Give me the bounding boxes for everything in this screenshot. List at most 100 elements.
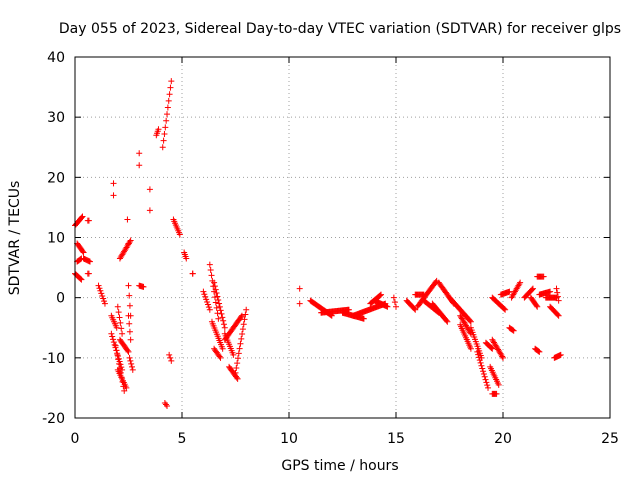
data-point — [95, 282, 102, 289]
data-point — [118, 364, 125, 371]
data-point — [467, 317, 474, 324]
data-point — [475, 351, 482, 358]
data-point — [125, 348, 132, 355]
data-point — [164, 104, 171, 111]
data-point — [242, 311, 249, 318]
data-point — [215, 315, 222, 322]
data-point — [206, 261, 213, 268]
data-point — [213, 290, 220, 297]
data-point — [482, 376, 489, 383]
data-point — [529, 285, 536, 292]
data-point — [123, 384, 130, 391]
data-point — [108, 330, 115, 337]
data-point — [117, 319, 124, 326]
x-axis-label: GPS time / hours — [281, 458, 398, 474]
data-point — [110, 336, 117, 343]
data-point — [124, 216, 131, 223]
data-point — [211, 279, 218, 286]
data-point — [390, 294, 397, 301]
data-point — [555, 297, 562, 304]
data-point — [218, 310, 225, 317]
data-point — [529, 286, 536, 293]
data-point — [211, 283, 218, 290]
data-point — [216, 300, 223, 307]
data-point — [204, 298, 211, 305]
data-point — [203, 296, 210, 303]
data-point — [444, 318, 451, 325]
data-point — [495, 381, 502, 388]
data-point — [207, 266, 214, 273]
data-point — [217, 354, 224, 361]
data-point — [146, 186, 153, 193]
data-point — [221, 324, 228, 331]
data-point — [502, 306, 509, 313]
data-point — [146, 207, 153, 214]
data-point — [234, 360, 241, 367]
data-point — [129, 366, 136, 373]
data-point — [480, 368, 487, 375]
data-point — [480, 371, 487, 378]
data-point — [234, 355, 241, 362]
data-point — [483, 379, 490, 386]
chart-title: Day 055 of 2023, Sidereal Day-to-day VTE… — [59, 21, 621, 37]
data-point — [238, 335, 245, 342]
data-point — [467, 318, 474, 325]
data-point — [164, 111, 171, 118]
data-point — [535, 348, 542, 355]
data-point — [214, 310, 221, 317]
data-point — [484, 382, 491, 389]
data-points — [72, 78, 564, 409]
data-point — [443, 317, 450, 324]
data-point — [230, 351, 237, 358]
data-point — [476, 357, 483, 364]
data-point — [110, 180, 117, 187]
data-point — [127, 357, 134, 364]
data-point — [219, 345, 226, 352]
y-tick-label: 40 — [47, 50, 65, 66]
data-point — [239, 330, 246, 337]
data-point — [166, 91, 173, 98]
data-point — [475, 354, 482, 361]
data-point — [136, 150, 143, 157]
data-point — [296, 300, 303, 307]
data-point — [98, 290, 105, 297]
data-point — [533, 302, 540, 309]
data-point — [467, 345, 474, 352]
data-point — [489, 345, 496, 352]
axis-ticks: 0 5 10 15 20 25 -20 -10 0 10 20 30 40 — [42, 50, 619, 447]
data-point — [238, 312, 245, 319]
data-point — [155, 126, 162, 133]
data-point — [80, 249, 87, 256]
data-point — [110, 192, 117, 199]
data-point — [127, 336, 134, 343]
data-point — [126, 302, 133, 309]
data-point — [78, 214, 85, 221]
data-point — [115, 355, 122, 362]
data-point — [125, 240, 132, 247]
data-point — [101, 300, 108, 307]
data-point — [140, 283, 147, 290]
data-point — [116, 360, 123, 367]
data-point — [79, 213, 86, 220]
data-point — [100, 295, 107, 302]
data-point — [478, 362, 485, 369]
data-point — [118, 325, 125, 332]
data-point — [167, 354, 174, 361]
data-point — [216, 353, 223, 360]
data-point — [477, 359, 484, 366]
x-tick-label: 20 — [494, 431, 512, 447]
data-point — [161, 131, 168, 138]
y-tick-label: 0 — [56, 291, 65, 307]
data-point — [119, 330, 126, 337]
data-point — [163, 117, 170, 124]
data-point — [168, 357, 175, 364]
data-point — [205, 304, 212, 311]
data-point — [126, 320, 133, 327]
data-point — [112, 342, 119, 349]
data-point — [126, 328, 133, 335]
data-point — [217, 307, 224, 314]
data-point — [553, 285, 560, 292]
data-point — [509, 327, 516, 334]
data-point — [111, 341, 118, 348]
data-point — [162, 124, 169, 131]
